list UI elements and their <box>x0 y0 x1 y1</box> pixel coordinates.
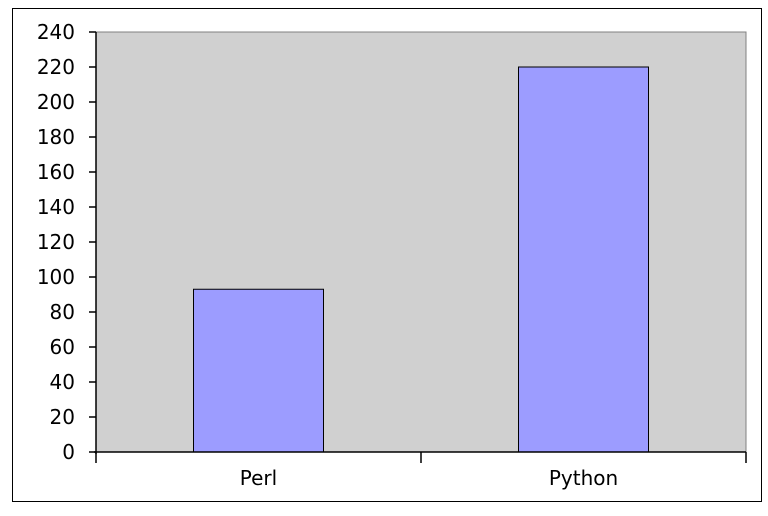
bar-python <box>518 66 649 453</box>
y-tick-label: 0 <box>62 440 75 464</box>
y-tick-label: 80 <box>50 300 75 324</box>
x-axis: Perl Python <box>94 451 747 490</box>
y-tick-label: 40 <box>50 370 75 394</box>
bars-group <box>193 66 649 453</box>
y-tick-label: 140 <box>37 195 75 219</box>
y-tick-label: 200 <box>37 90 75 114</box>
y-tick-label: 60 <box>50 335 75 359</box>
x-tick-label: Python <box>549 466 618 490</box>
y-tick-label: 220 <box>37 55 75 79</box>
y-tick-label: 180 <box>37 125 75 149</box>
y-tick-label: 240 <box>37 20 75 44</box>
x-tick-label: Perl <box>240 466 277 490</box>
y-tick-label: 160 <box>37 160 75 184</box>
y-tick-label: 120 <box>37 230 75 254</box>
y-tick-label: 100 <box>37 265 75 289</box>
y-axis: 0 20 40 60 80 100 120 140 160 180 200 220 240 <box>37 20 97 464</box>
bar-perl <box>193 288 324 453</box>
y-tick-label: 20 <box>50 405 75 429</box>
